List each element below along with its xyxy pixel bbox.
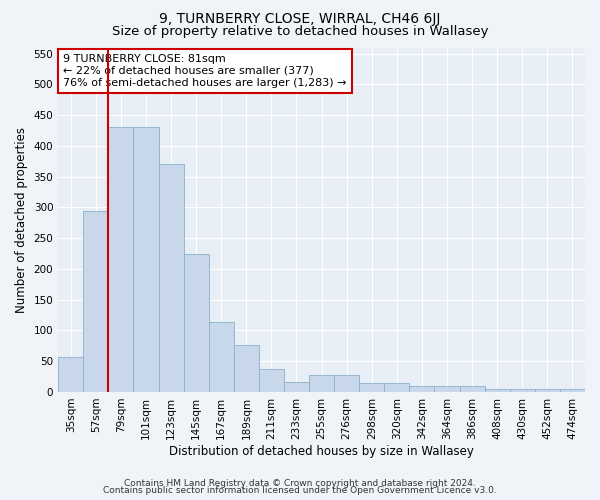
Text: 9 TURNBERRY CLOSE: 81sqm
← 22% of detached houses are smaller (377)
76% of semi-: 9 TURNBERRY CLOSE: 81sqm ← 22% of detach… [64, 54, 347, 88]
Bar [209, 322, 234, 392]
Bar [83, 210, 109, 392]
Bar [284, 382, 309, 392]
Bar [434, 386, 460, 392]
Bar [560, 389, 585, 392]
Bar [259, 368, 284, 392]
Bar [460, 386, 485, 392]
Y-axis label: Number of detached properties: Number of detached properties [15, 126, 28, 312]
Bar [133, 128, 158, 392]
Bar [234, 345, 259, 392]
Bar [359, 382, 385, 392]
Bar [309, 376, 334, 392]
Bar [510, 389, 535, 392]
Bar [409, 386, 434, 392]
X-axis label: Distribution of detached houses by size in Wallasey: Distribution of detached houses by size … [169, 444, 474, 458]
Bar [385, 382, 409, 392]
Bar [158, 164, 184, 392]
Bar [535, 389, 560, 392]
Bar [58, 357, 83, 392]
Text: Contains HM Land Registry data © Crown copyright and database right 2024.: Contains HM Land Registry data © Crown c… [124, 478, 476, 488]
Text: 9, TURNBERRY CLOSE, WIRRAL, CH46 6JJ: 9, TURNBERRY CLOSE, WIRRAL, CH46 6JJ [160, 12, 440, 26]
Text: Contains public sector information licensed under the Open Government Licence v3: Contains public sector information licen… [103, 486, 497, 495]
Bar [334, 376, 359, 392]
Bar [109, 128, 133, 392]
Bar [485, 389, 510, 392]
Bar [184, 254, 209, 392]
Text: Size of property relative to detached houses in Wallasey: Size of property relative to detached ho… [112, 25, 488, 38]
